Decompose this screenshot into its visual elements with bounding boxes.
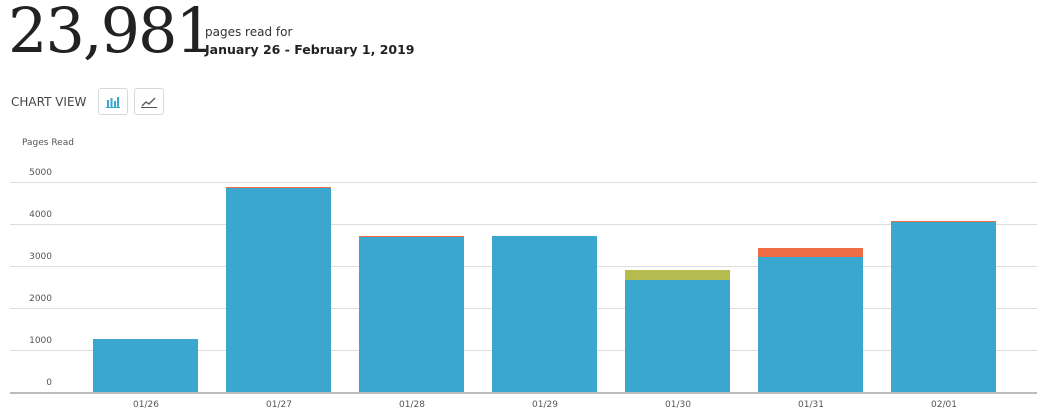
period-caption: pages read for January 26 - February 1, … [205, 24, 414, 58]
chart-view-label: CHART VIEW [11, 95, 87, 109]
x-tick-label: 02/01 [931, 400, 957, 410]
x-tick-label: 01/31 [798, 400, 824, 410]
bar-segment[interactable] [891, 221, 996, 392]
line-chart-icon [141, 97, 157, 108]
bar-segment[interactable] [625, 279, 730, 392]
y-axis-label: Pages Read [22, 138, 74, 148]
y-tick-label: 4000 [29, 210, 52, 220]
bar-segment[interactable] [226, 187, 331, 392]
x-tick-label: 01/28 [399, 400, 425, 410]
bar-segment[interactable] [226, 187, 331, 188]
bar-segment[interactable] [359, 236, 464, 237]
y-tick-label: 0 [46, 378, 52, 388]
gridline [10, 182, 1037, 183]
bar-segment[interactable] [758, 248, 863, 257]
y-tick-label: 1000 [29, 336, 52, 346]
caption-text: pages read for [205, 25, 293, 39]
bar-chart-icon [106, 96, 120, 108]
x-tick-label: 01/30 [665, 400, 691, 410]
bar-segment[interactable] [758, 257, 863, 392]
bar-segment[interactable] [359, 236, 464, 392]
total-pages-read: 23,981 [8, 0, 215, 67]
y-tick-label: 2000 [29, 294, 52, 304]
date-range: January 26 - February 1, 2019 [205, 42, 415, 57]
line-chart-view-button[interactable] [134, 88, 164, 115]
gridline [10, 224, 1037, 225]
x-tick-label: 01/27 [266, 400, 292, 410]
y-tick-label: 3000 [29, 252, 52, 262]
y-tick-label: 5000 [29, 168, 52, 178]
x-tick-label: 01/29 [532, 400, 558, 410]
bar-segment[interactable] [93, 338, 198, 392]
bar-segment[interactable] [625, 270, 730, 280]
x-axis [10, 392, 1037, 394]
bar-segment[interactable] [492, 236, 597, 392]
bar-chart-view-button[interactable] [98, 88, 128, 115]
x-tick-label: 01/26 [133, 400, 159, 410]
